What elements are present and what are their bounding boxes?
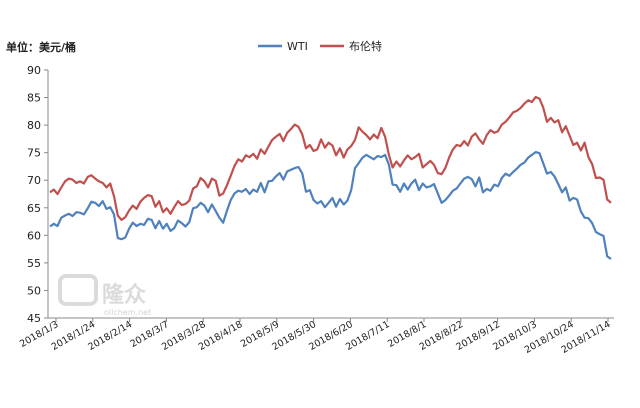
y-tick-label: 55 — [27, 257, 41, 270]
watermark: 隆众 oilchem.net — [58, 274, 151, 317]
x-ticks: 2018/1/32018/1/242018/2/142018/3/72018/3… — [18, 318, 613, 356]
y-tick-label: 70 — [27, 174, 41, 187]
watermark-logo-icon — [58, 274, 98, 306]
watermark-url: oilchem.net — [104, 308, 151, 317]
y-tick-label: 50 — [27, 284, 41, 297]
unit-label: 单位：美元/桶 — [6, 40, 76, 54]
series-line-wti — [49, 151, 612, 260]
y-tick-label: 75 — [27, 147, 41, 160]
y-tick-label: 65 — [27, 202, 41, 215]
legend-label-wti: WTI — [287, 40, 308, 53]
legend: WTI 布伦特 — [258, 39, 382, 53]
y-tick-label: 80 — [27, 119, 41, 132]
watermark-brand: 隆众 — [102, 283, 146, 308]
y-tick-label: 60 — [27, 229, 41, 242]
y-tick-label: 45 — [27, 312, 41, 325]
y-ticks: 45 50 55 60 65 70 75 80 85 90 — [27, 64, 48, 325]
series-group — [49, 95, 612, 260]
legend-label-brent: 布伦特 — [349, 39, 382, 53]
series-line-brent — [49, 95, 612, 221]
y-tick-label: 85 — [27, 92, 41, 105]
y-tick-label: 90 — [27, 64, 41, 77]
